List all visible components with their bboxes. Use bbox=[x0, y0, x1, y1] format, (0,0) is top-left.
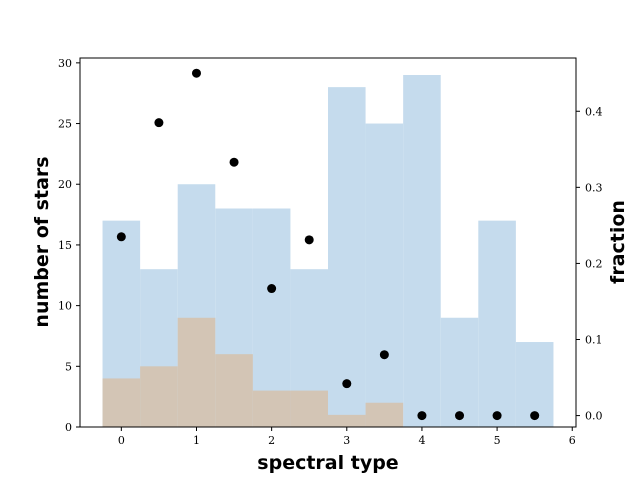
fraction-point bbox=[304, 235, 314, 245]
histogram-bars bbox=[102, 74, 554, 428]
fraction-point bbox=[492, 411, 502, 421]
fraction-point bbox=[455, 411, 465, 421]
plot-frame bbox=[79, 57, 577, 428]
y2-tick-label: 0.2 bbox=[585, 257, 603, 270]
hist-bar-s0-b7 bbox=[365, 123, 404, 427]
hist-bar-s1-b0 bbox=[102, 378, 141, 427]
fraction-point bbox=[417, 411, 427, 421]
y-tick-label: 15 bbox=[58, 239, 72, 252]
hist-bar-s1-b7 bbox=[365, 402, 404, 427]
x-axis: 0 1 2 3 4 5 6 bbox=[118, 427, 576, 447]
fraction-points bbox=[116, 68, 540, 421]
y-axis-right: 0.0 0.1 0.2 0.3 0.4 bbox=[576, 105, 603, 423]
hist-bar-s0-b6 bbox=[328, 87, 366, 427]
fraction-point bbox=[379, 350, 389, 360]
x-tick-label: 4 bbox=[418, 434, 425, 447]
hist-bar-s1-b5 bbox=[290, 390, 328, 427]
hist-bar-s0-b10 bbox=[478, 220, 516, 427]
hist-bar-s0-b9 bbox=[440, 317, 479, 427]
y-axis-label: number of stars bbox=[31, 156, 53, 327]
x-tick-label: 3 bbox=[343, 434, 350, 447]
x-tick-label: 0 bbox=[118, 434, 125, 447]
fraction-point bbox=[267, 284, 277, 294]
y-axis-left: 0 5 10 15 20 25 30 bbox=[58, 57, 80, 434]
hist-bar-s1-b3 bbox=[215, 354, 253, 427]
hist-bar-s1-b2 bbox=[177, 317, 216, 427]
hist-bar-s1-b4 bbox=[252, 390, 291, 427]
x-tick-label: 5 bbox=[494, 434, 501, 447]
hist-bar-s1-b1 bbox=[140, 366, 178, 427]
y-tick-label: 30 bbox=[58, 57, 72, 70]
y2-tick-label: 0.4 bbox=[585, 105, 603, 118]
fraction-point bbox=[154, 118, 164, 128]
x-tick-label: 2 bbox=[268, 434, 275, 447]
fraction-point bbox=[191, 68, 201, 78]
y2-tick-label: 0.0 bbox=[585, 410, 603, 423]
y2-tick-label: 0.1 bbox=[585, 334, 603, 347]
y-tick-label: 0 bbox=[65, 421, 72, 434]
fraction-point bbox=[116, 232, 126, 242]
y-tick-label: 5 bbox=[65, 360, 72, 373]
y-tick-label: 20 bbox=[58, 178, 72, 191]
y-tick-label: 10 bbox=[58, 300, 72, 313]
x-tick-label: 1 bbox=[193, 434, 200, 447]
fraction-point bbox=[530, 411, 540, 421]
hist-bar-s0-b8 bbox=[403, 74, 441, 428]
y2-tick-label: 0.3 bbox=[585, 181, 603, 194]
hist-bar-s0-b4 bbox=[252, 208, 291, 427]
x-axis-label: spectral type bbox=[257, 452, 398, 474]
fraction-point bbox=[229, 157, 239, 167]
fraction-point bbox=[342, 379, 352, 389]
y-tick-label: 25 bbox=[58, 118, 72, 131]
hist-bar-s1-b6 bbox=[328, 414, 366, 427]
x-tick-label: 6 bbox=[569, 434, 576, 447]
y2-axis-label: fraction bbox=[607, 200, 629, 284]
